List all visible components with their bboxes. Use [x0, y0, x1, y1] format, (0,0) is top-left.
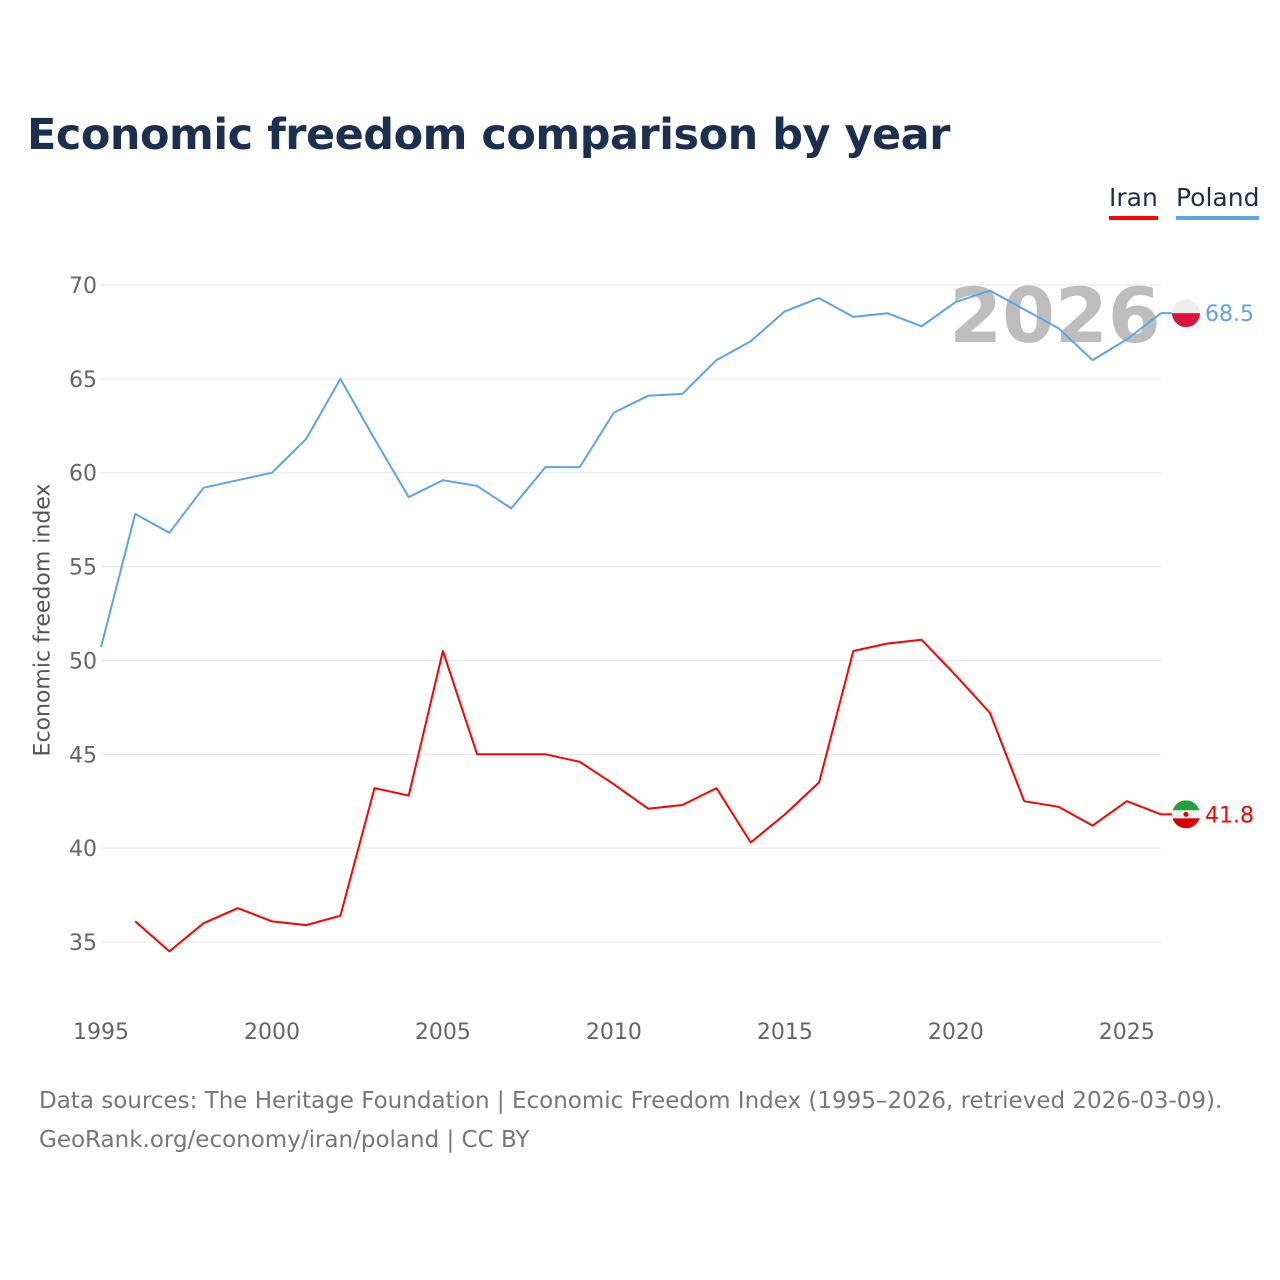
flag-body	[1172, 299, 1200, 328]
year-watermark: 2026	[949, 271, 1161, 360]
x-tick-label: 2010	[586, 1020, 642, 1045]
end-value-label-poland: 68.5	[1205, 302, 1254, 327]
x-tick-label: 1995	[73, 1020, 129, 1045]
flag-emblem	[1183, 811, 1189, 817]
x-tick-label: 2015	[757, 1020, 813, 1045]
footer-credit: GeoRank.org/economy/iran/poland | CC BY	[39, 1127, 530, 1153]
legend-item-poland[interactable]: Poland	[1176, 183, 1260, 220]
x-tick-label: 2020	[928, 1020, 984, 1045]
y-tick-label: 35	[69, 931, 97, 956]
x-tick-label: 2025	[1099, 1020, 1155, 1045]
poland-flag-icon	[1172, 299, 1200, 328]
y-tick-label: 70	[69, 274, 97, 299]
footer-sources: Data sources: The Heritage Foundation | …	[39, 1088, 1223, 1114]
y-tick-label: 55	[69, 556, 97, 581]
y-tick-label: 65	[69, 368, 97, 393]
chart-title: Economic freedom comparison by year	[27, 110, 950, 160]
legend-item-iran[interactable]: Iran	[1109, 183, 1158, 220]
x-tick-label: 2005	[415, 1020, 471, 1045]
flag-stripe	[1172, 313, 1200, 328]
y-tick-label: 40	[69, 837, 97, 862]
flag-body	[1172, 800, 1200, 829]
iran-flag-icon	[1172, 800, 1200, 829]
flag-stripe	[1172, 818, 1200, 829]
y-tick-label: 60	[69, 462, 97, 487]
y-tick-label: 45	[69, 743, 97, 768]
end-value-label-iran: 41.8	[1205, 803, 1254, 828]
flag-stripe	[1172, 800, 1200, 811]
y-tick-label: 50	[69, 649, 97, 674]
series-line-poland	[100, 289, 1162, 648]
x-tick-label: 2000	[244, 1020, 300, 1045]
flag-stripe	[1172, 299, 1200, 314]
series-line-iran	[134, 638, 1162, 953]
